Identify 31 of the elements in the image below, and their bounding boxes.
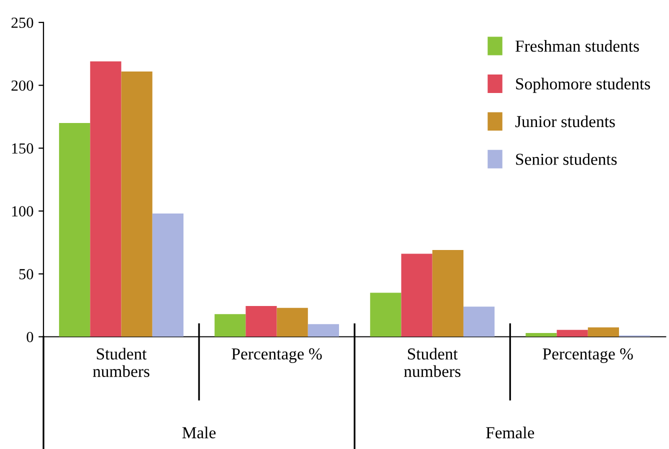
x-tick-label: Student numbers — [92, 348, 150, 378]
bar — [121, 71, 152, 337]
x-tick-label: Student numbers — [404, 348, 460, 378]
y-tick-label: 150 — [12, 143, 34, 154]
legend-label: Senior students — [516, 153, 617, 165]
bar — [90, 61, 122, 337]
y-tick-label: 0 — [26, 332, 34, 342]
legend-label: Sophomore students — [516, 78, 650, 93]
legend-label: Junior students — [515, 115, 615, 128]
bar — [59, 123, 90, 337]
legend-label: Freshman students — [515, 40, 639, 52]
bar — [308, 324, 340, 337]
bar — [588, 327, 619, 337]
x-tick-label: Percentage % — [232, 348, 322, 363]
bar — [432, 250, 464, 337]
y-tick-label: 100 — [12, 206, 34, 216]
text: Female — [486, 426, 534, 438]
bar — [401, 254, 432, 337]
text: Male — [182, 426, 216, 438]
y-tick-label: 200 — [12, 80, 34, 91]
bar — [526, 332, 557, 337]
bar — [246, 306, 277, 337]
x-tick-label: Percentage % — [542, 348, 633, 363]
bar — [463, 306, 495, 337]
bar — [214, 314, 246, 337]
y-tick-label: 250 — [12, 18, 34, 28]
bar — [152, 214, 184, 337]
bar — [370, 292, 402, 337]
bar — [556, 330, 588, 337]
y-tick-label: 50 — [19, 269, 34, 280]
bar — [276, 308, 308, 337]
